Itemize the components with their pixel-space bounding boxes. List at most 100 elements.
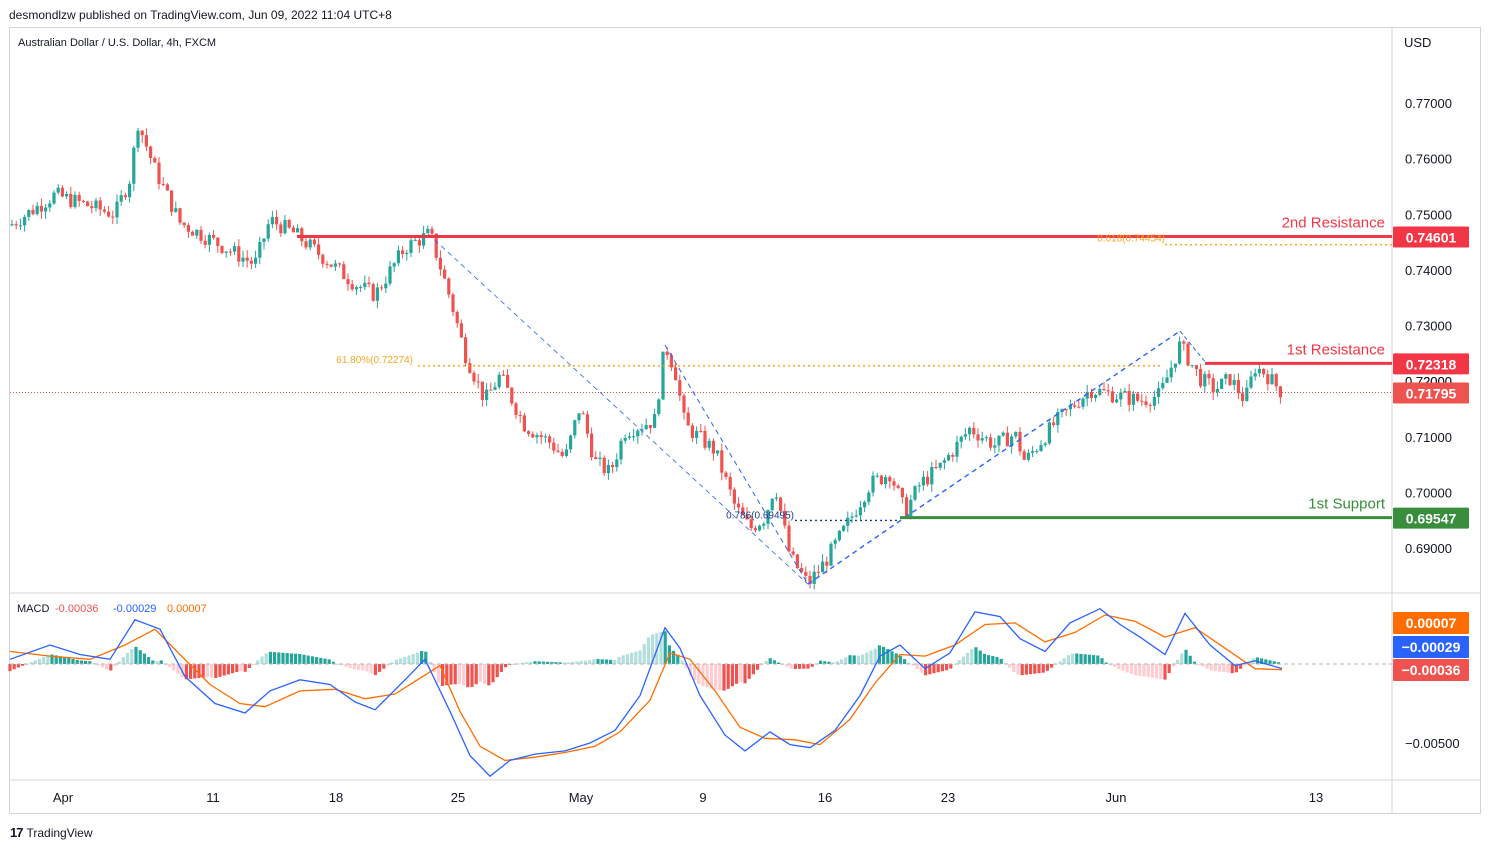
- candle-body: [1094, 394, 1098, 398]
- tradingview-logo[interactable]: 17 TradingView: [10, 825, 93, 840]
- candle-body: [405, 252, 409, 255]
- candle-body: [459, 323, 463, 338]
- candle-body: [514, 403, 518, 415]
- candle-body: [497, 374, 501, 388]
- candle-body: [380, 287, 384, 289]
- candle-body: [220, 245, 224, 253]
- macd-hist-bar: [1268, 660, 1272, 664]
- candle-body: [48, 203, 52, 208]
- candle-body: [606, 464, 610, 474]
- last-price-badge: [1393, 382, 1469, 404]
- macd-hist-bar: [1184, 649, 1188, 664]
- macd-hist-bar: [218, 664, 222, 677]
- candle-body: [795, 554, 799, 569]
- macd-hist-bar: [386, 664, 390, 666]
- macd-hist-bar: [453, 664, 457, 685]
- macd-hist-bar: [987, 655, 991, 664]
- candlesticks: [10, 127, 1282, 590]
- macd-hist-bar: [1230, 664, 1234, 674]
- candle-body: [1173, 363, 1177, 368]
- macd-hist-bar: [1167, 664, 1171, 674]
- macd-hist-bar: [751, 664, 755, 675]
- macd-hist-bar: [638, 650, 642, 664]
- macd-lines: [9, 607, 1392, 778]
- candle-body: [1257, 368, 1261, 374]
- candle-body: [850, 516, 854, 518]
- time-tick-label: May: [569, 790, 594, 805]
- candle-body: [1245, 387, 1249, 402]
- candle-body: [1199, 369, 1203, 387]
- candle-body: [195, 229, 199, 236]
- macd-hist-bar: [525, 662, 529, 664]
- macd-hist-bar: [579, 661, 583, 664]
- candle-body: [493, 387, 497, 390]
- macd-hist-bar: [289, 653, 293, 664]
- candle-body: [1073, 405, 1077, 407]
- macd-hist-bar: [932, 664, 936, 674]
- macd-hist-bar: [449, 664, 453, 685]
- macd-hist-bar: [1016, 664, 1020, 675]
- macd-hist-bar: [861, 654, 865, 664]
- candle-body: [888, 477, 892, 482]
- macd-hist-bar: [75, 659, 79, 664]
- candle-body: [438, 257, 442, 270]
- candle-body: [296, 228, 300, 233]
- macd-hist-bar: [147, 657, 151, 664]
- candle-body: [396, 250, 400, 264]
- candle-body: [472, 372, 476, 382]
- candle-body: [375, 287, 379, 301]
- macd-hist-bar: [113, 664, 117, 667]
- macd-value-text: −0.00029: [1402, 639, 1461, 655]
- macd-hist-bar: [785, 664, 789, 667]
- macd-hist-bar: [1096, 655, 1100, 664]
- macd-hist-bar: [365, 664, 369, 672]
- candle-body: [522, 415, 526, 432]
- macd-hist-bar: [982, 653, 986, 664]
- macd-histogram: [8, 631, 1280, 691]
- macd-hist-bar: [121, 657, 125, 664]
- macd-hist-bar: [109, 664, 113, 671]
- candle-body: [123, 195, 127, 198]
- macd-hist-bar: [105, 664, 109, 670]
- macd-hist-bar: [1218, 664, 1222, 672]
- candle-body: [506, 374, 510, 388]
- candle-body: [1119, 392, 1123, 400]
- level-price-text: 0.69547: [1406, 511, 1457, 527]
- macd-hist-bar: [688, 664, 692, 676]
- candle-body: [367, 282, 371, 285]
- candle-body: [913, 486, 917, 500]
- candle-body: [468, 363, 472, 373]
- candle-body: [1022, 451, 1026, 460]
- candle-body: [18, 225, 22, 227]
- candle-body: [690, 425, 694, 438]
- candle-body: [808, 575, 812, 584]
- candle-body: [875, 475, 879, 477]
- macd-hist-bar: [1276, 662, 1280, 664]
- candle-body: [615, 459, 619, 468]
- macd-hist-bar: [1243, 664, 1247, 666]
- macd-hist-bar: [743, 664, 747, 684]
- macd-hist-bar: [378, 664, 382, 672]
- candle-body: [917, 485, 921, 487]
- candle-body: [648, 425, 652, 428]
- macd-hist-bar: [1012, 664, 1016, 672]
- macd-hist-bar: [436, 664, 440, 683]
- candle-body: [224, 251, 228, 253]
- macd-hist-bar: [684, 664, 688, 669]
- candle-body: [560, 451, 564, 456]
- macd-hist-bar: [1150, 664, 1154, 678]
- macd-hist-bar: [1138, 664, 1142, 676]
- candle-body: [1220, 378, 1224, 389]
- macd-hist-bar: [588, 660, 592, 664]
- candle-body: [527, 431, 531, 434]
- time-tick-label: 9: [699, 790, 706, 805]
- price-axis: 0.770000.760000.750000.740000.730000.720…: [1405, 96, 1452, 556]
- candle-body: [837, 530, 841, 541]
- macd-hist-bar: [1264, 659, 1268, 664]
- macd-hist-bar: [79, 660, 83, 664]
- candle-body: [816, 571, 820, 573]
- macd-hist-bar: [54, 655, 58, 664]
- macd-hist-bar: [369, 664, 373, 674]
- macd-hist-bar: [130, 649, 134, 664]
